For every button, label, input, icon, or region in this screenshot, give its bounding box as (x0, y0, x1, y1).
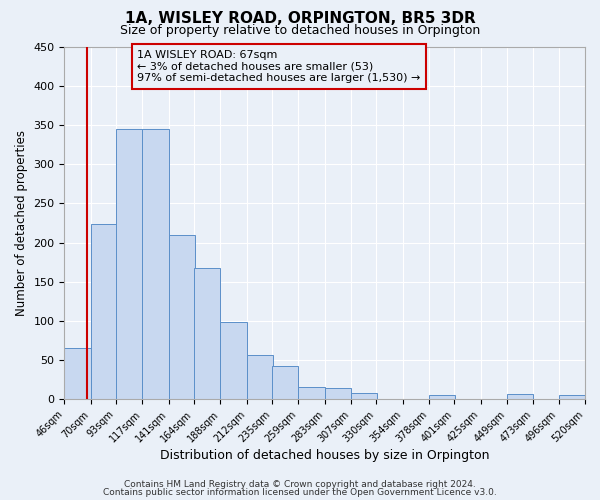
Bar (169, 236, 195, 400)
Bar (220, 322, 247, 400)
Text: Size of property relative to detached houses in Orpington: Size of property relative to detached ho… (120, 24, 480, 37)
Bar (272, 366, 298, 400)
Bar (429, 394, 455, 400)
Bar (507, 394, 533, 400)
Text: 1A, WISLEY ROAD, ORPINGTON, BR5 3DR: 1A, WISLEY ROAD, ORPINGTON, BR5 3DR (125, 11, 475, 26)
Bar (91, 224, 117, 400)
Y-axis label: Number of detached properties: Number of detached properties (15, 130, 28, 316)
Bar (116, 129, 142, 400)
Bar (247, 354, 273, 400)
Text: Contains public sector information licensed under the Open Government Licence v3: Contains public sector information licen… (103, 488, 497, 497)
Bar (142, 129, 169, 400)
Text: 1A WISLEY ROAD: 67sqm
← 3% of detached houses are smaller (53)
97% of semi-detac: 1A WISLEY ROAD: 67sqm ← 3% of detached h… (137, 50, 421, 83)
Bar (298, 387, 325, 400)
Bar (194, 268, 220, 400)
Bar (325, 388, 351, 400)
Text: Contains HM Land Registry data © Crown copyright and database right 2024.: Contains HM Land Registry data © Crown c… (124, 480, 476, 489)
Bar (64, 348, 91, 400)
X-axis label: Distribution of detached houses by size in Orpington: Distribution of detached houses by size … (160, 450, 490, 462)
Bar (559, 394, 585, 400)
Bar (351, 393, 377, 400)
